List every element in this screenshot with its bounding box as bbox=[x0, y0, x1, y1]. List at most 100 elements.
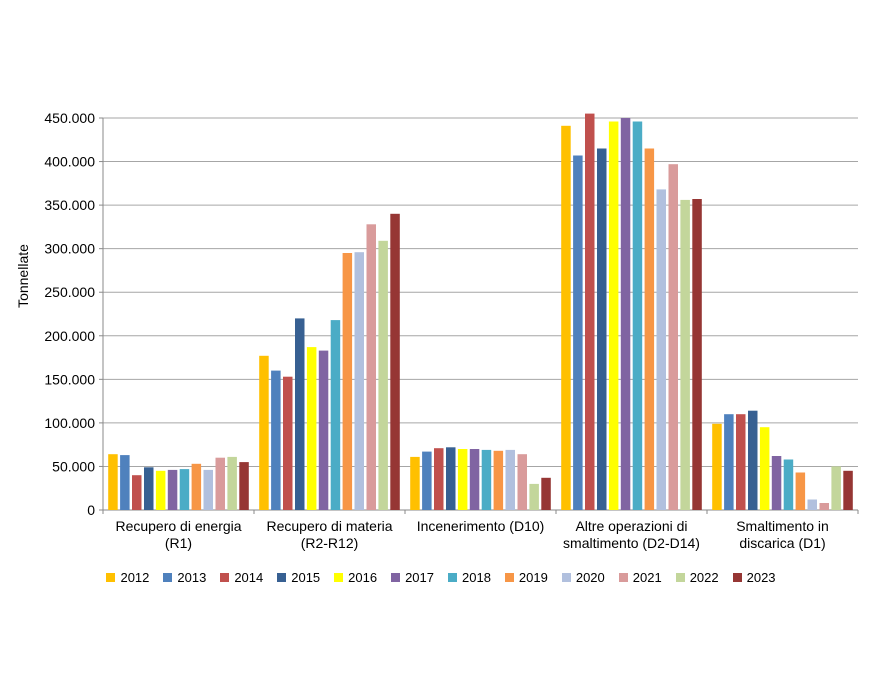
bar bbox=[517, 454, 527, 510]
bar bbox=[179, 469, 190, 510]
legend-label: 2016 bbox=[348, 570, 378, 585]
bar bbox=[259, 355, 269, 510]
legend-item: 2018 bbox=[448, 570, 491, 585]
bar bbox=[736, 414, 746, 510]
bar bbox=[783, 459, 794, 510]
bar bbox=[191, 463, 202, 510]
bar bbox=[620, 118, 631, 510]
legend-item: 2014 bbox=[220, 570, 263, 585]
legend-swatch bbox=[732, 573, 742, 582]
legend-item: 2013 bbox=[163, 570, 206, 585]
category-label: Recupero di energia bbox=[115, 518, 241, 534]
bar bbox=[239, 462, 249, 510]
bar bbox=[573, 155, 583, 510]
y-tick-label: 300.000 bbox=[44, 241, 95, 257]
legend-item: 2015 bbox=[277, 570, 320, 585]
bar bbox=[227, 456, 237, 510]
legend-item: 2017 bbox=[391, 570, 434, 585]
legend-swatch bbox=[561, 573, 571, 582]
legend-swatch bbox=[220, 573, 230, 582]
bar bbox=[271, 370, 281, 510]
bar bbox=[283, 376, 293, 510]
bar bbox=[505, 449, 515, 510]
bar bbox=[493, 450, 504, 510]
legend-item: 2023 bbox=[732, 570, 776, 585]
bar bbox=[434, 448, 444, 510]
y-tick-label: 400.000 bbox=[44, 154, 95, 170]
y-tick-label: 100.000 bbox=[44, 415, 95, 431]
category-label: smaltimento (D2-D14) bbox=[563, 535, 700, 551]
bar bbox=[144, 467, 154, 510]
legend-label: 2015 bbox=[291, 570, 321, 585]
legend-label: 2012 bbox=[120, 570, 150, 585]
bar bbox=[561, 125, 571, 511]
bar bbox=[831, 466, 841, 510]
bar bbox=[597, 148, 607, 510]
legend-swatch bbox=[334, 573, 344, 582]
legend-label: 2017 bbox=[405, 570, 434, 585]
bar bbox=[843, 470, 853, 510]
bar bbox=[457, 449, 468, 510]
legend-label: 2023 bbox=[746, 570, 776, 585]
legend-swatch bbox=[391, 573, 401, 582]
category-label: Incenerimento (D10) bbox=[417, 518, 545, 534]
legend-swatch bbox=[106, 573, 116, 582]
y-tick-label: 150.000 bbox=[44, 371, 95, 387]
legend-label: 2019 bbox=[518, 570, 548, 585]
bar bbox=[342, 253, 353, 510]
legend-swatch bbox=[277, 573, 287, 582]
category-label: Altre operazioni di bbox=[575, 518, 687, 534]
legend-item: 2020 bbox=[561, 570, 605, 585]
y-axis-title: Tonnellate bbox=[15, 244, 31, 308]
bar bbox=[608, 121, 619, 510]
legend-label: 2022 bbox=[689, 570, 719, 585]
y-tick-label: 450.000 bbox=[44, 110, 95, 126]
bar bbox=[422, 451, 432, 510]
y-tick-label: 0 bbox=[87, 502, 95, 518]
bar bbox=[644, 148, 655, 510]
bar bbox=[203, 469, 213, 510]
y-tick-label: 200.000 bbox=[44, 328, 95, 344]
legend-item: 2016 bbox=[334, 570, 377, 585]
bar bbox=[748, 410, 758, 510]
legend-swatch bbox=[675, 573, 685, 582]
bar bbox=[330, 320, 341, 510]
bar bbox=[390, 213, 400, 511]
bar bbox=[155, 470, 166, 510]
bar bbox=[306, 347, 317, 510]
bar bbox=[167, 469, 178, 510]
bar bbox=[410, 456, 420, 510]
category-label: (R2-R12) bbox=[301, 535, 359, 551]
bar bbox=[795, 472, 806, 510]
legend: 2012 2013 2014 2015 2016 2017 2018 2019 2020 2021… bbox=[0, 570, 882, 585]
legend-swatch bbox=[163, 573, 173, 582]
bar bbox=[585, 113, 595, 510]
legend-item: 2022 bbox=[675, 570, 719, 585]
y-tick-label: 250.000 bbox=[44, 284, 95, 300]
bar bbox=[446, 447, 456, 510]
bar bbox=[680, 199, 690, 510]
category-label: discarica (D1) bbox=[739, 535, 825, 551]
bar bbox=[132, 475, 142, 510]
legend-swatch bbox=[618, 573, 628, 582]
bar bbox=[354, 252, 364, 510]
bar bbox=[378, 240, 388, 511]
bar bbox=[318, 350, 329, 510]
y-tick-label: 350.000 bbox=[44, 197, 95, 213]
bar bbox=[668, 164, 678, 510]
bar bbox=[295, 318, 305, 510]
legend-swatch bbox=[448, 573, 457, 582]
category-label: Recupero di materia bbox=[266, 518, 392, 534]
bar bbox=[469, 449, 480, 510]
bar bbox=[366, 224, 376, 511]
bar bbox=[215, 457, 225, 510]
bar bbox=[120, 455, 130, 510]
bar bbox=[108, 454, 118, 510]
bar bbox=[481, 449, 492, 510]
y-tick-label: 50.000 bbox=[52, 458, 95, 474]
legend-item: 2021 bbox=[618, 570, 662, 585]
category-label: Smaltimento in bbox=[736, 518, 829, 534]
bar bbox=[724, 414, 734, 510]
bar bbox=[712, 423, 722, 510]
